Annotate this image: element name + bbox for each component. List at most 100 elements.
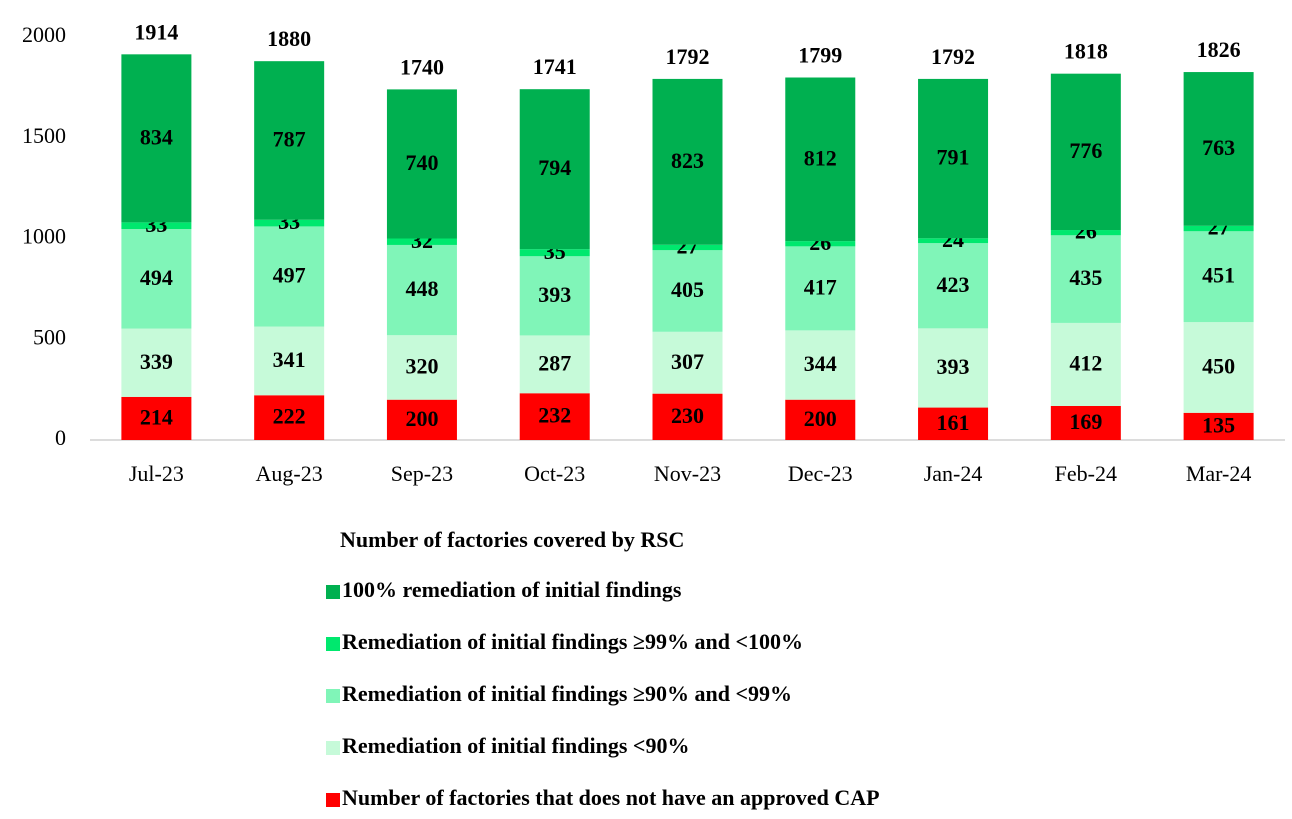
legend-swatch xyxy=(326,741,340,755)
bar-segment xyxy=(519,249,590,257)
bar-segment xyxy=(652,78,723,245)
legend-label: Remediation of initial findings ≥90% and… xyxy=(342,681,792,706)
bar-segment xyxy=(254,226,325,327)
bar-segment xyxy=(785,77,856,242)
data-label: 412 xyxy=(1069,350,1102,375)
data-label: 794 xyxy=(538,155,571,180)
x-tick-label: Sep-23 xyxy=(391,461,453,486)
total-label: 1792 xyxy=(666,44,710,69)
bar-segment xyxy=(121,54,192,223)
legend-label: Number of factories that does not have a… xyxy=(342,785,880,810)
data-label: 287 xyxy=(538,350,571,375)
data-label: 393 xyxy=(937,354,970,379)
data-label: 344 xyxy=(804,351,837,376)
data-label: 200 xyxy=(405,406,438,431)
total-label: 1826 xyxy=(1197,37,1241,62)
data-label: 451 xyxy=(1202,263,1235,288)
data-label: 339 xyxy=(140,349,173,374)
bar-segment xyxy=(386,238,457,245)
bar-segment xyxy=(785,399,856,440)
data-label: 497 xyxy=(273,263,306,288)
bar-segment xyxy=(1183,412,1254,440)
total-label: 1792 xyxy=(931,44,975,69)
legend-label: 100% remediation of initial findings xyxy=(342,577,682,602)
bar-segment xyxy=(652,244,723,251)
bar-segment xyxy=(1050,73,1121,231)
bar-segment xyxy=(1183,231,1254,323)
total-label: 1880 xyxy=(267,26,311,51)
bar-segment xyxy=(519,89,590,250)
total-label: 1740 xyxy=(400,54,444,79)
bar-segment xyxy=(386,399,457,440)
bar-segment xyxy=(519,335,590,394)
bar-segment xyxy=(121,222,192,230)
bar-segment xyxy=(918,328,989,408)
bar-segment xyxy=(652,393,723,440)
data-label: 230 xyxy=(671,403,704,428)
bar-segment xyxy=(1183,322,1254,413)
bar-segment xyxy=(254,326,325,396)
bar-segment xyxy=(652,250,723,332)
data-label: 812 xyxy=(804,145,837,170)
x-tick-label: Mar-24 xyxy=(1186,461,1252,486)
bar-segment xyxy=(1050,405,1121,440)
data-label: 200 xyxy=(804,406,837,431)
legend-swatch xyxy=(326,689,340,703)
data-label: 169 xyxy=(1069,409,1102,434)
data-label: 834 xyxy=(140,124,173,149)
bar-segment xyxy=(386,89,457,239)
total-label: 1914 xyxy=(134,19,178,44)
x-tick-label: Aug-23 xyxy=(256,461,323,486)
bar-segment xyxy=(652,331,723,394)
x-tick-label: Oct-23 xyxy=(524,461,585,486)
bar-segment xyxy=(1050,230,1121,236)
bar-segment xyxy=(386,244,457,336)
data-label: 135 xyxy=(1202,412,1235,437)
y-tick-label: 500 xyxy=(33,324,66,349)
y-tick-label: 1500 xyxy=(22,123,66,148)
legend-swatch xyxy=(326,793,340,807)
y-tick-label: 0 xyxy=(55,425,66,450)
legend-title: Number of factories covered by RSC xyxy=(340,527,684,552)
data-label: 763 xyxy=(1202,135,1235,160)
data-label: 417 xyxy=(804,274,837,299)
bar-segment xyxy=(1050,322,1121,406)
bar-segment xyxy=(121,229,192,329)
data-label: 435 xyxy=(1069,265,1102,290)
bar-segment xyxy=(918,78,989,239)
total-label: 1818 xyxy=(1064,39,1108,64)
total-label: 1799 xyxy=(798,43,842,68)
data-label: 787 xyxy=(273,127,306,152)
total-label: 1741 xyxy=(533,54,577,79)
x-tick-label: Jul-23 xyxy=(129,461,184,486)
data-label: 740 xyxy=(405,150,438,175)
bar-segment xyxy=(519,256,590,336)
bar-segment xyxy=(1183,72,1254,226)
bar-segment xyxy=(254,219,325,227)
bar-segment xyxy=(519,393,590,440)
data-label: 307 xyxy=(671,349,704,374)
legend-swatch xyxy=(326,637,340,651)
bar-segment xyxy=(918,407,989,440)
bar-segment xyxy=(918,243,989,329)
legend-label: Remediation of initial findings ≥99% and… xyxy=(342,629,803,654)
data-label: 450 xyxy=(1202,354,1235,379)
bar-segment xyxy=(1183,225,1254,232)
bar-segment xyxy=(918,238,989,244)
data-label: 448 xyxy=(405,276,438,301)
data-label: 791 xyxy=(937,145,970,170)
x-tick-label: Jan-24 xyxy=(924,461,983,486)
data-label: 341 xyxy=(273,347,306,372)
data-label: 161 xyxy=(937,410,970,435)
bar-segment xyxy=(254,395,325,440)
bar-segment xyxy=(121,328,192,397)
bar-segment xyxy=(254,61,325,220)
data-label: 393 xyxy=(538,282,571,307)
data-label: 776 xyxy=(1069,138,1102,163)
data-label: 214 xyxy=(140,404,173,429)
bar-segment xyxy=(785,246,856,331)
legend-swatch xyxy=(326,585,340,599)
data-label: 405 xyxy=(671,277,704,302)
x-tick-label: Dec-23 xyxy=(788,461,853,486)
